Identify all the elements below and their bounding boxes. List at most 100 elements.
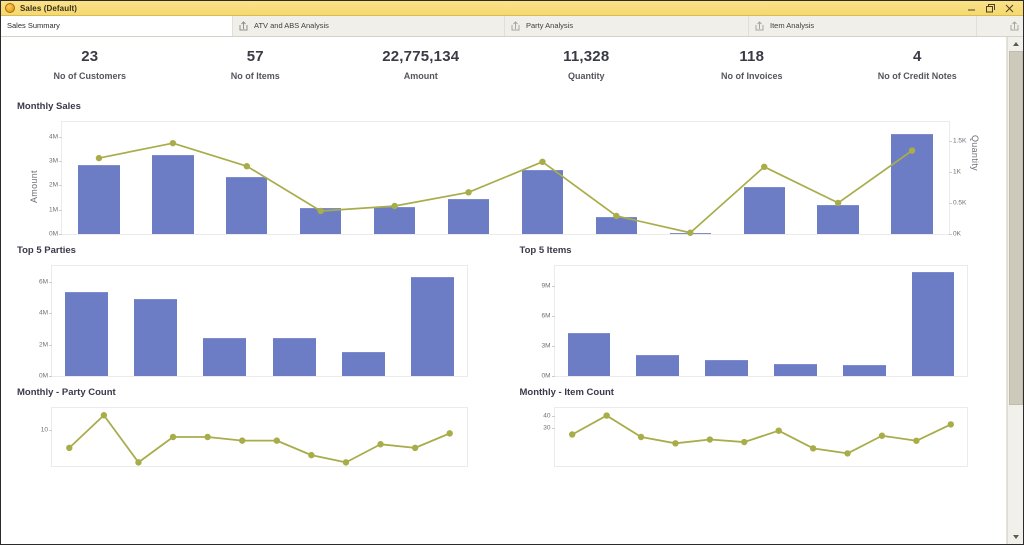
chart-data-point[interactable] (243, 162, 250, 170)
chart-data-point[interactable] (169, 433, 177, 441)
chart-data-point[interactable] (239, 437, 246, 444)
chart-bar[interactable] (521, 170, 564, 234)
chart-data-point[interactable] (878, 432, 885, 439)
chart-data-point[interactable] (809, 445, 816, 452)
panel-title: Monthly - Item Count (519, 387, 614, 398)
tab-party-analysis[interactable]: Party Analysis (505, 16, 749, 36)
chart-data-point[interactable] (775, 427, 782, 434)
axis-tick-mark (949, 202, 952, 204)
scroll-down-arrow-icon[interactable] (1008, 530, 1024, 544)
scrollbar-thumb[interactable] (1008, 51, 1023, 406)
chart-data-point[interactable] (706, 436, 713, 443)
chart-data-point[interactable] (465, 189, 472, 196)
kpi-label: No of Items (230, 71, 280, 81)
chart-data-point[interactable] (391, 202, 398, 210)
chart-data-point[interactable] (947, 421, 954, 428)
chart-data-point[interactable] (740, 438, 747, 446)
axis-tick-mark (551, 316, 555, 317)
axis-tick-label: 0.5K (953, 199, 967, 207)
chart-bar[interactable] (567, 333, 611, 376)
chart-top-5-parties[interactable]: 0M 2M 4M 6M (39, 265, 468, 380)
axis-tick-label: 6M (541, 312, 551, 320)
chart-data-point[interactable] (671, 440, 679, 447)
chart-bar[interactable] (743, 187, 785, 234)
chart-data-point[interactable] (135, 459, 142, 466)
tab-overflow-share-button[interactable] (1004, 16, 1023, 36)
chart-data-point[interactable] (687, 229, 694, 236)
chart-bar[interactable] (774, 363, 817, 376)
chart-data-point[interactable] (95, 154, 103, 162)
chart-data-point[interactable] (568, 431, 575, 438)
chart-bar[interactable] (341, 351, 385, 376)
vertical-scrollbar[interactable] (1007, 37, 1023, 544)
chart-monthly-party-count[interactable]: 10 (41, 407, 468, 467)
axis-tick-label: 1.5K (953, 137, 967, 145)
axis-tick-label: 3M (541, 342, 551, 350)
tab-sales-summary[interactable]: Sales Summary (1, 16, 233, 36)
chart-bar[interactable] (842, 364, 886, 376)
chart-monthly-item-count[interactable]: 40 30 (543, 407, 968, 467)
axis-tick-mark (59, 160, 62, 162)
chart-monthly-sales[interactable]: 0M 1M 2M 3M 4M 0K 0.5K 1K 1.5K (49, 121, 966, 238)
chart-data-point[interactable] (100, 412, 108, 419)
chart-data-point[interactable] (411, 444, 419, 452)
chart-data-point[interactable] (602, 412, 610, 419)
chart-data-point[interactable] (761, 163, 768, 170)
chart-bar[interactable] (272, 337, 316, 376)
axis-tick-label: 1K (953, 168, 961, 176)
chart-data-point[interactable] (317, 207, 324, 215)
chart-data-point[interactable] (637, 433, 644, 441)
scroll-up-arrow-icon[interactable] (1008, 37, 1024, 51)
chart-data-point[interactable] (273, 437, 280, 444)
chart-data-point[interactable] (539, 158, 546, 166)
tab-atv-and-abs-analysis[interactable]: ATV and ABS Analysis (233, 16, 505, 36)
chart-bar[interactable] (410, 277, 454, 376)
axis-tick-mark (551, 428, 555, 430)
axis-tick-label: 6M (38, 278, 48, 286)
kpi-quantity: 11,328 Quantity (504, 48, 670, 81)
chart-data-point[interactable] (377, 441, 384, 448)
close-icon[interactable] (1004, 3, 1015, 14)
axis-tick-label: 0M (38, 372, 48, 380)
chart-bar[interactable] (65, 291, 109, 376)
restore-icon[interactable] (985, 3, 996, 14)
kpi-no-of-items: 57 No of Items (173, 48, 339, 81)
chart-data-point[interactable] (308, 451, 315, 459)
chart-bar[interactable] (911, 272, 955, 376)
chart-bar[interactable] (78, 164, 120, 234)
tab-item-analysis[interactable]: Item Analysis (749, 16, 977, 36)
axis-tick-label: 4M (48, 133, 58, 141)
chart-bar[interactable] (203, 337, 247, 376)
tab-bar-spacer (977, 16, 1004, 36)
chart-data-point[interactable] (66, 444, 73, 452)
kpi-no-of-credit-notes: 4 No of Credit Notes (835, 48, 1001, 81)
chart-data-point[interactable] (342, 459, 350, 466)
chart-bar[interactable] (373, 206, 416, 234)
chart-data-point[interactable] (613, 212, 620, 220)
chart-data-point[interactable] (169, 139, 177, 147)
chart-bar[interactable] (636, 355, 680, 376)
panel-title: Top 5 Items (519, 245, 572, 256)
chart-bar[interactable] (705, 360, 748, 376)
panel-top-5-items: Top 5 Items 0M 3M 6M 9M (504, 235, 1007, 380)
axis-title-quantity: Quantity (970, 135, 980, 171)
chart-data-point[interactable] (204, 433, 211, 441)
chart-data-point[interactable] (912, 437, 920, 444)
chart-top-5-items[interactable]: 0M 3M 6M 9M (541, 265, 968, 380)
chart-data-point[interactable] (834, 199, 842, 207)
chart-bar[interactable] (134, 299, 178, 376)
tab-bar: Sales Summary ATV and ABS Analysis Par (1, 16, 1023, 37)
axis-tick-mark (551, 346, 555, 347)
axis-tick-label: 0K (953, 230, 961, 238)
scrollbar-track[interactable] (1008, 51, 1024, 530)
chart-data-point[interactable] (908, 147, 916, 154)
kpi-label: No of Invoices (720, 71, 783, 81)
chart-bar[interactable] (447, 198, 490, 234)
chart-data-point[interactable] (843, 450, 851, 457)
chart-bar[interactable] (152, 154, 194, 234)
kpi-label: No of Credit Notes (877, 71, 957, 81)
axis-tick-mark (59, 209, 62, 211)
chart-data-point[interactable] (446, 430, 453, 437)
chart-bar[interactable] (226, 177, 268, 234)
minimize-icon[interactable] (966, 3, 977, 14)
